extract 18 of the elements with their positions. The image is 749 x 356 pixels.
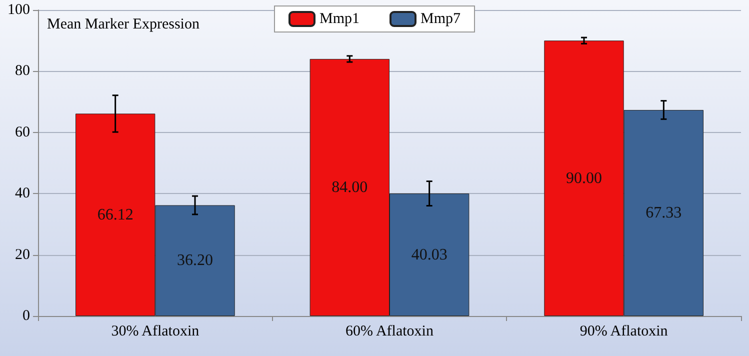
x-tick-label: 30% Aflatoxin: [111, 324, 200, 340]
data-label: 36.20: [177, 252, 214, 270]
legend-label: Mmp1: [319, 11, 360, 27]
x-tick-label: 60% Aflatoxin: [346, 324, 434, 340]
y-tick-label: 0: [22, 308, 30, 324]
data-label: 40.03: [411, 246, 448, 264]
y-tick-label: 20: [15, 246, 30, 263]
chart-title: Mean Marker Expression: [47, 16, 200, 32]
y-tick-label: 100: [8, 2, 30, 18]
data-label: 90.00: [566, 170, 602, 187]
legend-label: Mmp7: [420, 11, 462, 27]
x-tick-label: 90% Aflatoxin: [580, 324, 668, 340]
data-label: 66.12: [97, 206, 134, 224]
data-label: 67.33: [646, 204, 682, 222]
y-tick-label: 80: [15, 63, 30, 80]
y-tick-label: 60: [15, 124, 30, 140]
data-label: 84.00: [332, 178, 368, 196]
y-tick-label: 40: [15, 186, 30, 202]
